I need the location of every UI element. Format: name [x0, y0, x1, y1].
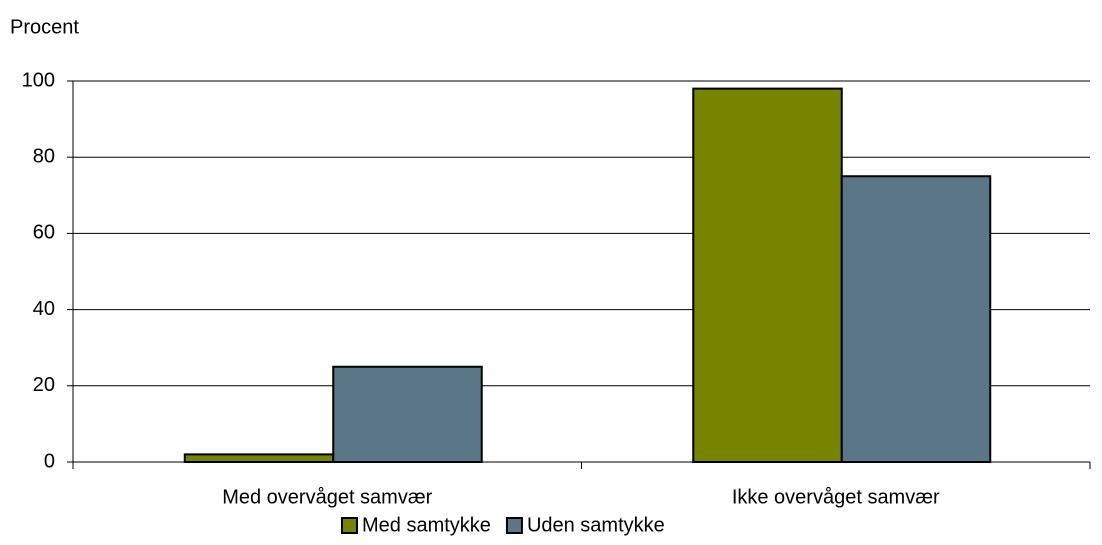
- bar: [332, 365, 483, 463]
- y-tick-label: 40: [33, 298, 55, 320]
- x-tick-label: Ikke overvåget samvær: [732, 486, 940, 508]
- y-tick-label: 0: [44, 450, 55, 472]
- y-tick-label: 80: [33, 145, 55, 167]
- y-tick-label: 100: [22, 69, 55, 91]
- y-tick-label: 20: [33, 374, 55, 396]
- legend-label: Uden samtykke: [527, 514, 665, 536]
- bar: [183, 453, 335, 464]
- legend-swatch: [341, 517, 358, 534]
- legend-label: Med samtykke: [362, 514, 491, 536]
- x-tick-label: Med overvåget samvær: [222, 486, 432, 508]
- legend-swatch: [505, 517, 523, 534]
- bar: [692, 87, 843, 464]
- y-axis-label: Procent: [10, 16, 79, 38]
- bar: [840, 175, 992, 463]
- y-tick-label: 60: [33, 222, 55, 244]
